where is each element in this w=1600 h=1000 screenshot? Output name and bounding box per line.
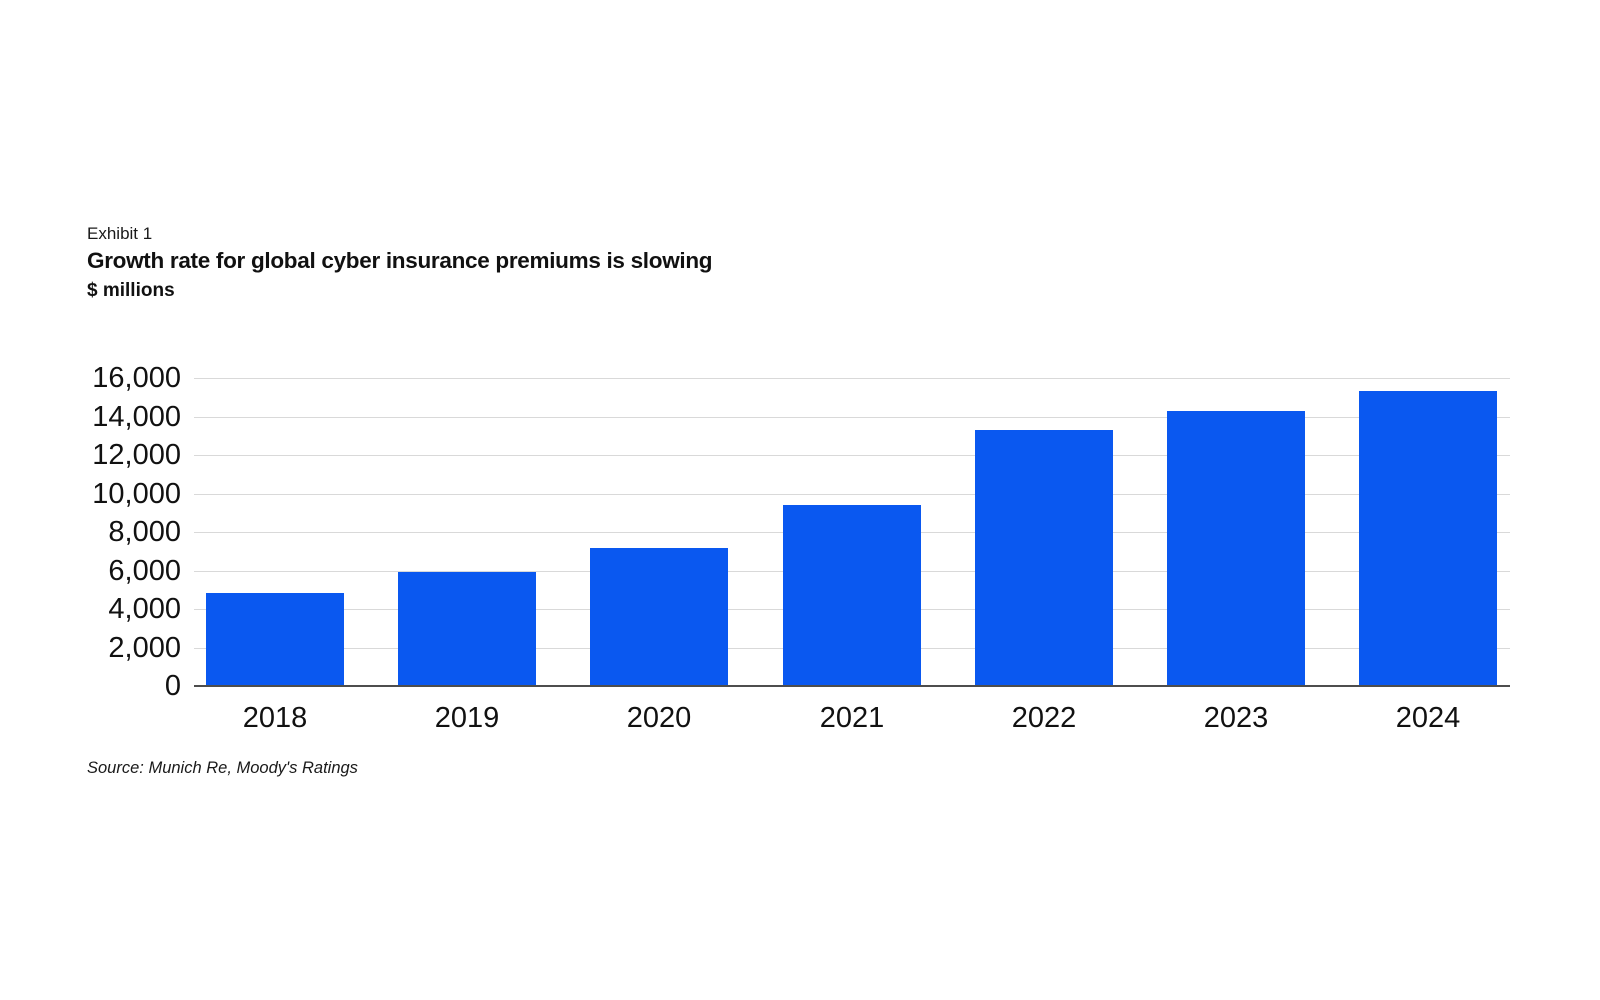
y-axis-tick-label: 0 [164, 670, 181, 702]
x-axis-tick-label-2022: 2022 [1011, 702, 1077, 734]
y-axis-tick-label: 14,000 [92, 401, 181, 433]
chart-title: Growth rate for global cyber insurance p… [87, 248, 713, 273]
source-attribution: Source: Munich Re, Moody's Ratings [87, 759, 358, 777]
x-axis-baseline [194, 685, 1510, 687]
exhibit-label: Exhibit 1 [87, 224, 153, 243]
bar-2021 [783, 505, 921, 686]
x-axis-tick-label-2024: 2024 [1395, 702, 1461, 734]
gridline-14,000 [194, 417, 1510, 418]
gridline-16,000 [194, 378, 1510, 379]
y-axis-tick-label: 4,000 [108, 593, 181, 625]
y-axis-tick-label: 2,000 [108, 632, 181, 664]
bar-2023 [1167, 411, 1305, 686]
x-axis-tick-label-2020: 2020 [626, 702, 692, 734]
gridline-12,000 [194, 455, 1510, 456]
y-axis-tick-label: 8,000 [108, 516, 181, 548]
y-axis-tick-label: 16,000 [92, 362, 181, 394]
x-axis-tick-label-2018: 2018 [242, 702, 308, 734]
chart-header: Exhibit 1 Growth rate for global cyber i… [87, 221, 713, 305]
units-label: $ millions [87, 280, 175, 301]
bar-2022 [975, 430, 1113, 686]
gridline-10,000 [194, 494, 1510, 495]
x-axis-tick-label-2021: 2021 [819, 702, 885, 734]
x-axis-tick-label-2019: 2019 [434, 702, 500, 734]
bar-2020 [590, 548, 728, 686]
y-axis-tick-label: 6,000 [108, 555, 181, 587]
y-axis-tick-label: 10,000 [92, 478, 181, 510]
y-axis-tick-label: 12,000 [92, 439, 181, 471]
bar-2018 [206, 593, 344, 686]
x-axis-tick-label-2023: 2023 [1203, 702, 1269, 734]
bar-2019 [398, 572, 536, 686]
bar-2024 [1359, 391, 1497, 686]
